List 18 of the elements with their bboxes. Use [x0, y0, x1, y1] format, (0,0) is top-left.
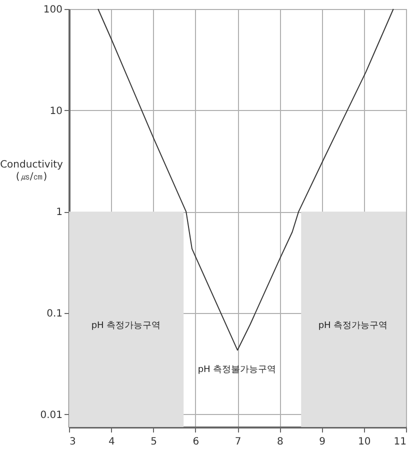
x-tick-label: 5	[150, 436, 157, 448]
annotation: pH 측정가능구역	[91, 321, 161, 331]
x-tick-label: 8	[276, 436, 284, 448]
x-tick-label: 11	[394, 436, 406, 448]
annotation: pH 측정불가능구역	[198, 365, 276, 375]
y-tick-label: 0.1	[46, 308, 62, 320]
x-tick-label: 4	[108, 436, 115, 448]
annotation: pH 측정가능구역	[318, 321, 388, 331]
x-tick-label: 7	[234, 436, 242, 448]
y-tick-label: 1	[56, 207, 62, 218]
x-tick-label: 10	[358, 436, 371, 448]
y-tick-label: 0.01	[40, 410, 62, 421]
y-axis-title: Conductivity (㎲/㎝)	[0, 160, 64, 182]
y-tick-label: 10	[50, 106, 62, 117]
x-tick-label: 6	[192, 436, 200, 448]
x-tick-label: 3	[70, 436, 76, 448]
x-tick-label: 9	[319, 436, 326, 448]
y-tick-label: 100	[43, 4, 62, 16]
